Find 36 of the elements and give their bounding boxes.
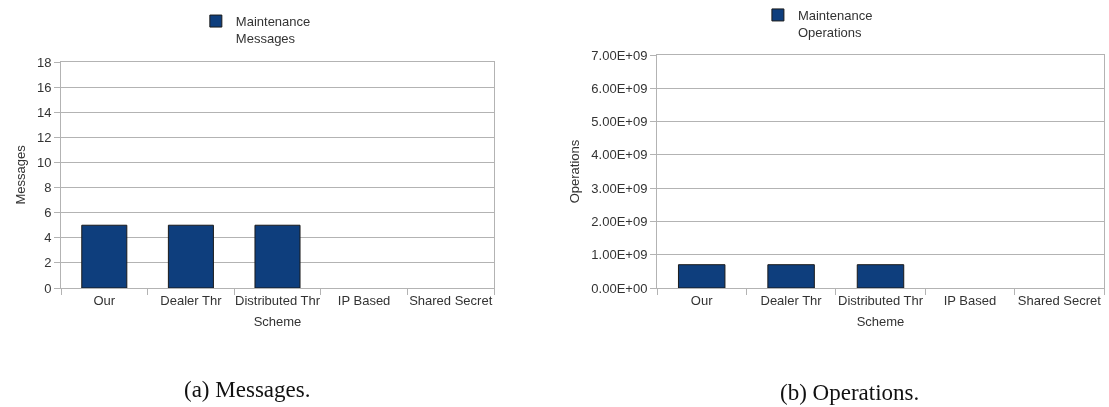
- legend-label: Maintenance Operations: [797, 8, 873, 40]
- y-tick-label: 6: [44, 205, 52, 221]
- y-tick-label: 6.00E+09: [591, 80, 648, 96]
- y-tick-label: 4.00E+09: [591, 147, 648, 163]
- y-tick-label: 4: [44, 230, 52, 246]
- y-tick-label: 5.00E+09: [591, 114, 648, 130]
- x-tick-label: Our: [93, 292, 116, 308]
- x-tick-label: Dealer Thr: [760, 292, 823, 308]
- x-tick-label: Our: [690, 292, 714, 308]
- x-tick-label: Distributed Thr: [837, 292, 924, 308]
- x-tick-label: Dealer Thr: [160, 292, 223, 308]
- y-tick-label: 8: [44, 180, 52, 196]
- y-tick-label: 0: [44, 280, 52, 296]
- x-tick-label: IP Based: [943, 292, 997, 308]
- y-tick-label: 1.00E+09: [591, 247, 648, 263]
- y-tick-label: 18: [36, 54, 52, 70]
- y-tick-label: 0.00E+00: [591, 280, 648, 296]
- x-tick-label: Shared Secret: [409, 292, 493, 308]
- y-tick-label: 2: [44, 255, 52, 271]
- y-tick-label: 3.00E+09: [591, 180, 648, 196]
- y-tick-label: 14: [36, 104, 52, 120]
- x-tick-label: Distributed Thr: [234, 292, 321, 308]
- x-tick-label: Shared Secret: [1017, 292, 1102, 308]
- x-tick-label: IP Based: [337, 292, 391, 308]
- text: (a) Messages.: [184, 377, 311, 402]
- x-axis-title: Scheme: [856, 314, 905, 330]
- x-axis-title: Scheme: [253, 314, 302, 330]
- y-tick-label: 16: [36, 79, 52, 95]
- y-axis-title: Operations: [567, 139, 583, 204]
- legend-label: Maintenance Messages: [235, 14, 311, 47]
- y-tick-label: 10: [36, 154, 52, 170]
- y-tick-label: 7.00E+09: [591, 47, 648, 63]
- y-tick-label: 2.00E+09: [591, 213, 648, 229]
- text: (b) Operations.: [780, 380, 920, 405]
- y-axis-title: Messages: [12, 144, 28, 205]
- y-tick-label: 12: [36, 129, 52, 145]
